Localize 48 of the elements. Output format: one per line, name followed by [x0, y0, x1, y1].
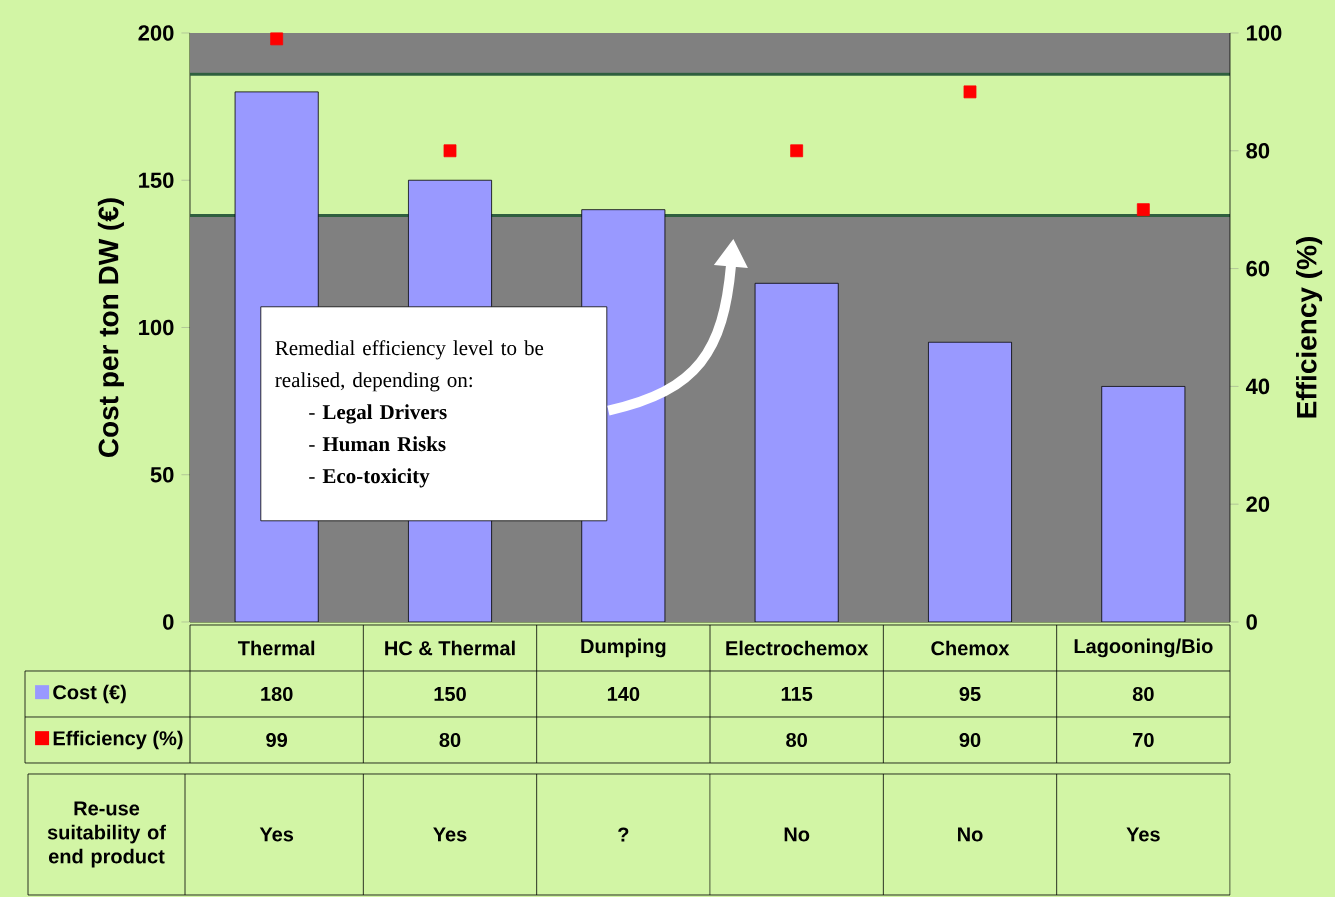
data-label: 115	[781, 686, 813, 701]
data-label: 95	[959, 686, 981, 702]
y-tick-label: 150	[139, 172, 174, 189]
point	[790, 144, 804, 158]
x-tick-label: Lagooning/Bio	[1074, 638, 1213, 658]
data-label: 80	[786, 732, 807, 748]
x-tick-label: Thermal	[237, 640, 315, 656]
text: Re-use suitability of end product	[47, 801, 167, 868]
text: No	[784, 827, 810, 842]
point	[1136, 203, 1150, 217]
point	[270, 32, 284, 46]
data-label: 150	[434, 686, 466, 702]
data-label: 90	[959, 732, 981, 748]
annotation: - Eco-toxicity	[309, 468, 430, 488]
y-tick-label: 0	[163, 614, 174, 630]
x-tick-label: HC & Thermal	[385, 640, 515, 656]
y2-tick-label: 60	[1246, 260, 1270, 277]
y-tick-label: 200	[138, 25, 174, 41]
data-label: 70	[1133, 732, 1154, 748]
text: Yes	[433, 827, 467, 842]
data-label: 80	[439, 732, 461, 748]
x-tick-label: Electrochemox	[726, 640, 869, 656]
y-tick-label: 50	[150, 466, 174, 483]
legend-label: Cost (€)	[53, 684, 126, 704]
y2-tick-label: 40	[1245, 378, 1270, 395]
legend-label: Efficiency (%)	[53, 730, 183, 750]
y2-tick-label: 0	[1246, 614, 1257, 630]
data-label: 140	[607, 686, 640, 702]
y2-axis-title: Efficiency (%)	[1296, 237, 1323, 418]
data-label: 99	[266, 732, 288, 748]
y2-tick-label: 20	[1246, 496, 1270, 512]
point	[963, 85, 977, 99]
y-tick-label: 100	[139, 319, 174, 336]
text: Yes	[259, 827, 294, 842]
point	[443, 144, 457, 158]
text: No	[958, 827, 983, 842]
y2-tick-label: 100	[1246, 25, 1282, 41]
data-label: 180	[261, 686, 293, 702]
annotation: Remedial efficiency level to be realised, depending on:	[275, 340, 544, 392]
x-tick-label: Dumping	[581, 638, 666, 658]
data-label: 80	[1132, 686, 1154, 702]
y-axis-title: Cost per ton DW (€)	[97, 198, 124, 457]
text: ?	[618, 827, 629, 842]
text: Yes	[1126, 827, 1160, 842]
x-tick-label: Chemox	[931, 640, 1010, 656]
annotation: - Human Risks	[309, 436, 446, 452]
y2-tick-label: 80	[1246, 143, 1270, 159]
annotation: - Legal Drivers	[309, 404, 447, 424]
